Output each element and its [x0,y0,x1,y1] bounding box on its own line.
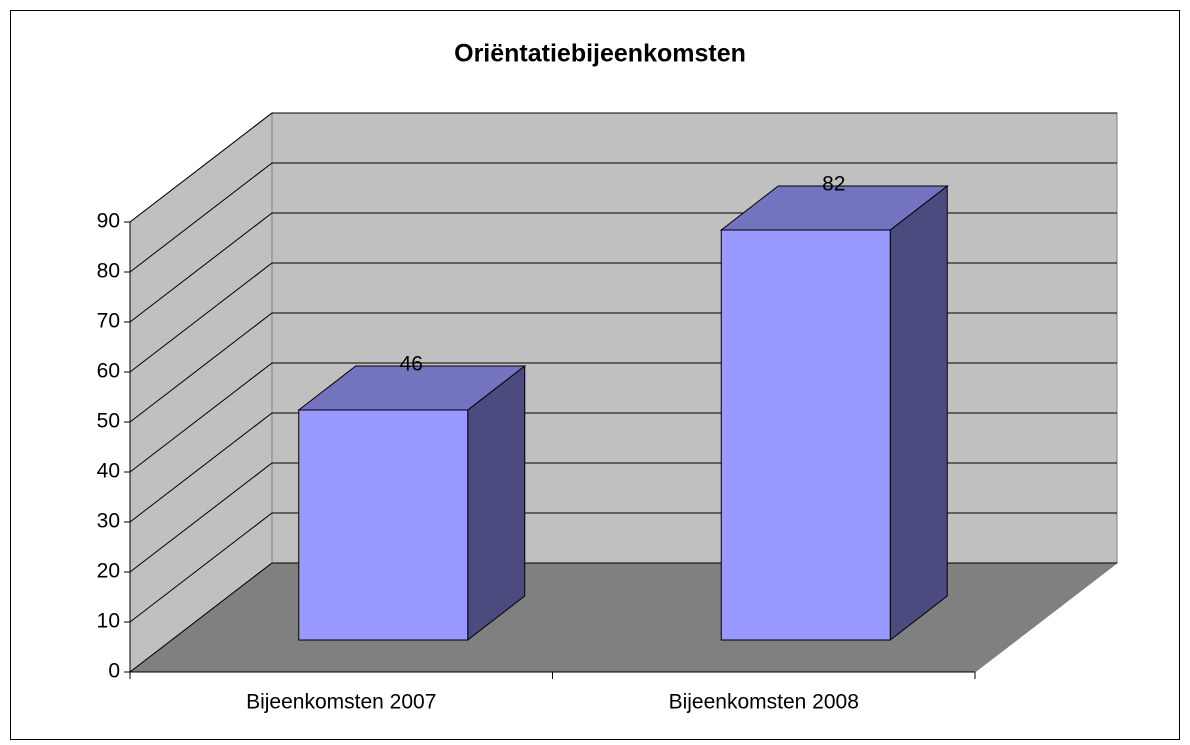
y-tick-label: 10 [97,610,120,633]
y-tick-label: 20 [97,560,120,583]
floor [128,562,1119,673]
grid-line [129,112,1117,223]
y-tick-label: 40 [97,460,120,483]
bar-side [467,364,526,642]
value-label: 82 [822,173,845,196]
y-tick-label: 70 [97,310,120,333]
bar-side [889,184,948,642]
y-tick-label: 50 [97,410,120,433]
y-tick-label: 80 [97,260,120,283]
bar [720,229,891,641]
chart-title: Oriëntatiebijeenkomsten [454,40,746,68]
y-tick-label: 30 [97,510,120,533]
value-label: 46 [400,353,423,376]
y-tick-label: 0 [108,660,120,683]
y-tick-label: 60 [97,360,120,383]
y-tick-label: 90 [97,210,120,233]
bar [298,409,469,641]
grid-line [129,162,1117,273]
x-tick-label: Bijeenkomsten 2007 [246,691,436,714]
x-tick-label: Bijeenkomsten 2008 [669,691,859,714]
